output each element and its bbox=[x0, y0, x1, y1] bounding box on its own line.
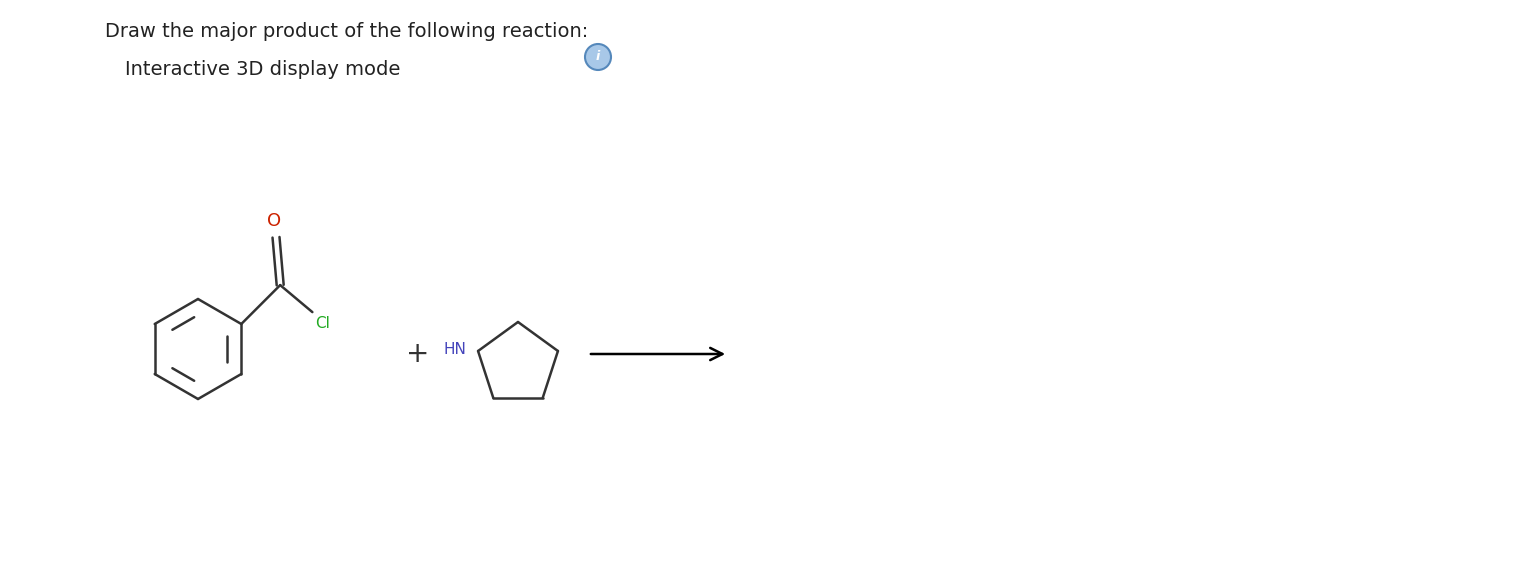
Text: O: O bbox=[268, 213, 281, 230]
Text: Cl: Cl bbox=[315, 316, 330, 331]
Text: Draw the major product of the following reaction:: Draw the major product of the following … bbox=[105, 22, 588, 41]
Text: Interactive 3D display mode: Interactive 3D display mode bbox=[125, 60, 400, 79]
Ellipse shape bbox=[585, 44, 611, 70]
Text: +: + bbox=[406, 340, 430, 368]
Text: i: i bbox=[596, 50, 600, 64]
Text: HN: HN bbox=[444, 342, 467, 356]
